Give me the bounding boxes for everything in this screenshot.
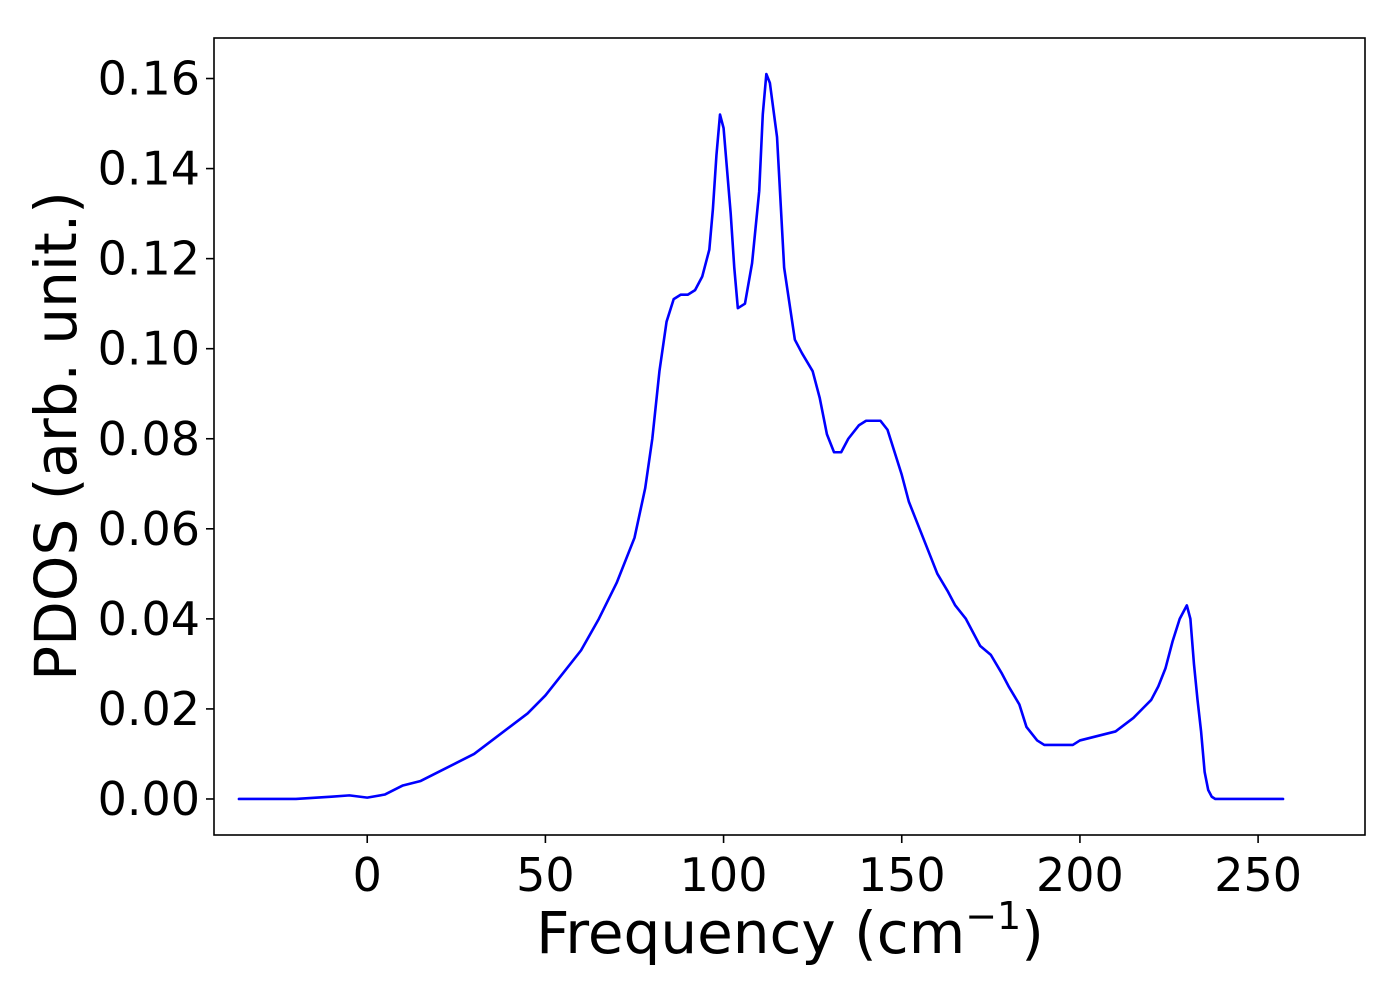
tick-layer: 0 50 100 150 200 250 0.00 0.02 0.04 0.06 0.08 0.10 0… [98,52,1302,902]
y-tick-label: 0.08 [98,412,200,466]
series-layer [237,72,1285,801]
x-axis-label: Frequency (cm−1) [536,894,1044,967]
x-tick-label: 50 [516,848,575,902]
y-tick-label: 0.00 [98,772,200,826]
x-tick-label: 200 [1036,848,1124,902]
y-tick-label: 0.06 [98,502,200,556]
x-tick-label: 0 [353,848,382,902]
x-axis-label-superscript: −1 [965,894,1021,938]
x-tick-label: 250 [1214,848,1302,902]
x-tick-label: 100 [680,848,768,902]
y-tick-label: 0.10 [98,322,200,376]
y-axis-label: PDOS (arb. unit.) [22,191,90,681]
y-tick-label: 0.02 [98,682,200,736]
x-axis-label-main: Frequency (cm [536,899,965,967]
y-tick-label: 0.12 [98,232,200,286]
y-tick-label: 0.14 [98,142,200,196]
y-tick-label: 0.04 [98,592,200,646]
y-tick-label: 0.16 [98,52,200,106]
x-axis-label-suffix: ) [1021,899,1044,967]
plot-frame [213,37,1366,836]
x-tick-label: 150 [858,848,946,902]
series-line-pdos [237,72,1285,801]
